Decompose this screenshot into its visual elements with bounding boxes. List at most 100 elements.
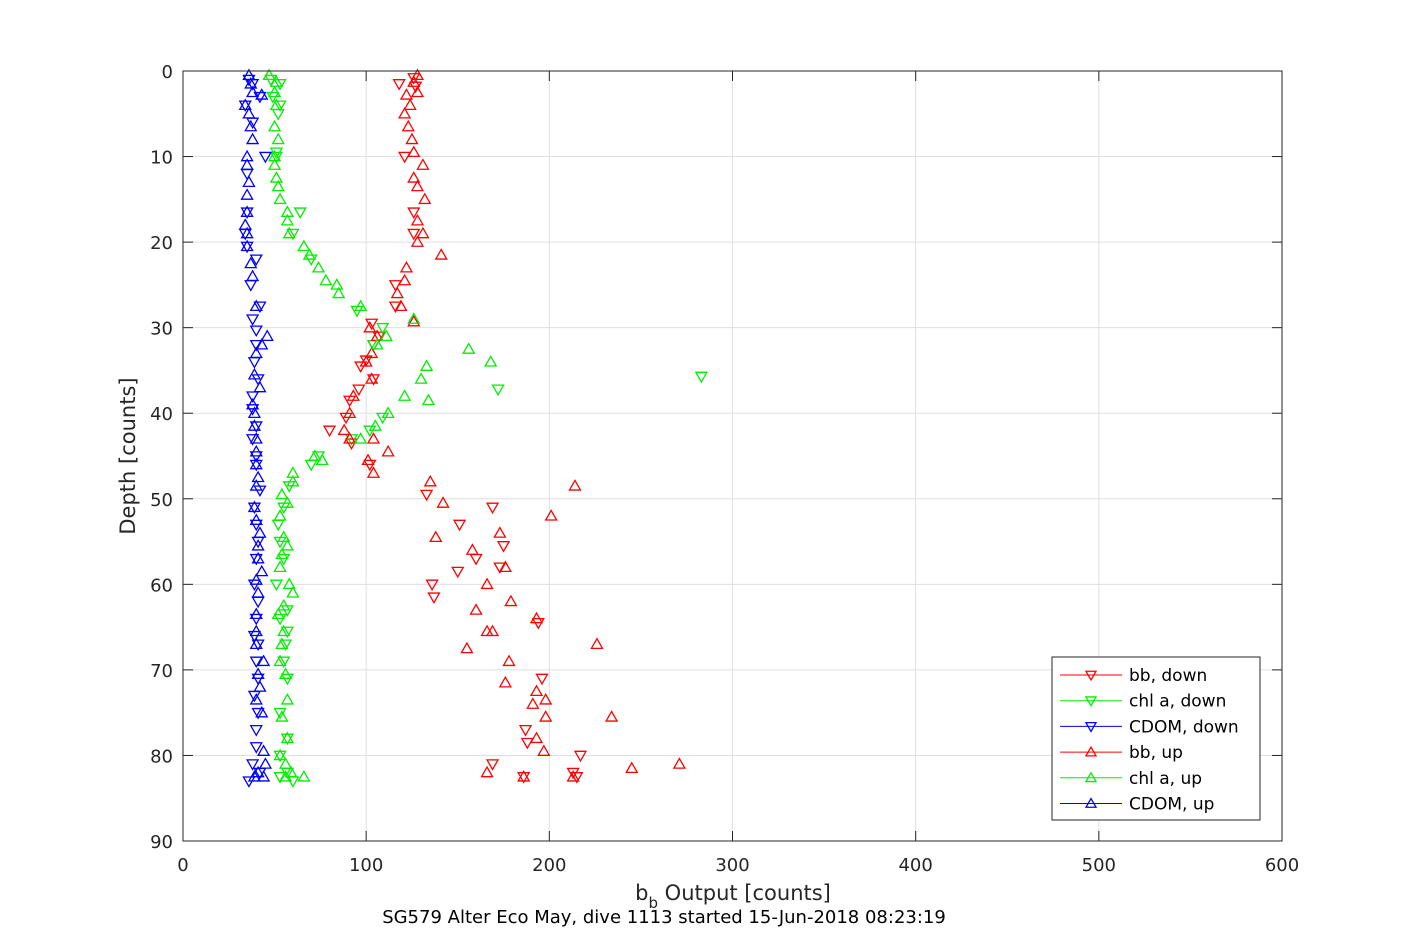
data-point xyxy=(392,79,406,91)
data-point xyxy=(249,451,263,463)
data-point xyxy=(275,710,289,722)
data-point xyxy=(242,776,256,788)
data-point xyxy=(286,474,300,487)
data-point xyxy=(247,500,262,513)
data-point xyxy=(694,371,708,384)
legend-entry: chl a, up xyxy=(1060,769,1202,789)
data-point xyxy=(255,337,269,350)
data-point xyxy=(293,207,307,219)
data-point xyxy=(416,226,430,239)
y-tick-label: 80 xyxy=(150,746,173,767)
data-point xyxy=(302,248,317,260)
data-point xyxy=(249,693,263,705)
data-point xyxy=(398,389,412,401)
data-point xyxy=(240,239,254,252)
data-point xyxy=(337,423,351,436)
data-point xyxy=(566,770,580,782)
data-point xyxy=(381,406,395,418)
data-point xyxy=(255,88,269,100)
data-point xyxy=(271,607,285,620)
data-point xyxy=(269,75,284,87)
data-point xyxy=(242,175,256,187)
data-point xyxy=(278,667,293,679)
data-point xyxy=(399,260,414,273)
data-point xyxy=(249,479,263,491)
data-point xyxy=(269,151,284,164)
data-point xyxy=(258,151,273,164)
y-tick-label: 70 xyxy=(150,661,173,682)
data-point xyxy=(390,286,404,299)
legend-marker xyxy=(1084,696,1098,708)
y-tick-label: 60 xyxy=(150,575,173,596)
data-point xyxy=(419,359,434,371)
data-point xyxy=(376,412,390,425)
data-point xyxy=(407,145,421,158)
data-point xyxy=(451,566,465,579)
data-point xyxy=(363,459,377,472)
data-point xyxy=(249,573,263,585)
data-point xyxy=(247,502,262,515)
data-point xyxy=(271,179,285,192)
data-point xyxy=(269,171,284,183)
data-point xyxy=(284,765,298,778)
data-point xyxy=(280,731,295,744)
legend-box xyxy=(1051,656,1261,821)
data-point xyxy=(277,624,291,637)
data-point xyxy=(278,639,293,652)
data-point xyxy=(434,248,448,260)
data-point xyxy=(249,432,263,444)
data-point xyxy=(539,710,553,722)
data-point xyxy=(267,158,282,170)
x-tick-label: 500 xyxy=(1082,855,1116,876)
y-tick-label: 0 xyxy=(162,62,173,83)
data-point xyxy=(419,489,434,502)
y-axis-ticks: 0 10 20 30 40 50 60 70 80 90 xyxy=(150,62,1282,853)
data-point xyxy=(238,98,252,110)
data-point xyxy=(240,207,254,219)
data-point xyxy=(407,228,421,241)
data-point xyxy=(245,314,260,326)
data-point xyxy=(319,273,333,286)
data-point xyxy=(330,278,344,290)
data-point xyxy=(269,98,284,110)
data-point xyxy=(365,372,379,384)
data-point xyxy=(315,453,329,466)
data-point xyxy=(282,577,296,590)
data-point xyxy=(407,312,421,324)
data-point xyxy=(625,761,639,774)
data-point xyxy=(354,299,368,312)
data-point xyxy=(253,526,267,538)
data-point xyxy=(249,742,263,754)
data-point xyxy=(244,119,258,132)
data-point xyxy=(452,519,467,532)
data-point xyxy=(372,331,386,344)
data-point xyxy=(249,325,263,338)
data-point xyxy=(398,151,412,164)
plot-frame xyxy=(182,70,1283,842)
data-point xyxy=(251,586,265,598)
data-point xyxy=(273,654,287,667)
data-point xyxy=(363,320,377,333)
data-point xyxy=(418,192,432,205)
legend-marker xyxy=(1084,670,1098,682)
data-point xyxy=(407,314,421,327)
data-point xyxy=(247,630,262,643)
data-point xyxy=(535,673,549,686)
data-point xyxy=(240,158,254,170)
data-point xyxy=(354,432,368,444)
data-point xyxy=(366,432,381,444)
data-point xyxy=(286,586,300,598)
data-point xyxy=(273,613,287,626)
legend-label: chl a, up xyxy=(1129,769,1202,789)
data-point xyxy=(247,419,262,431)
data-point xyxy=(414,372,428,384)
data-point xyxy=(365,346,379,359)
data-point xyxy=(245,434,260,446)
data-point xyxy=(493,526,507,538)
legend-entry: chl a, down xyxy=(1060,692,1226,712)
data-point xyxy=(249,444,263,457)
data-point xyxy=(277,530,291,543)
x-axis-label-rest: Output [counts] xyxy=(658,881,831,905)
y-tick-label: 50 xyxy=(150,490,173,511)
